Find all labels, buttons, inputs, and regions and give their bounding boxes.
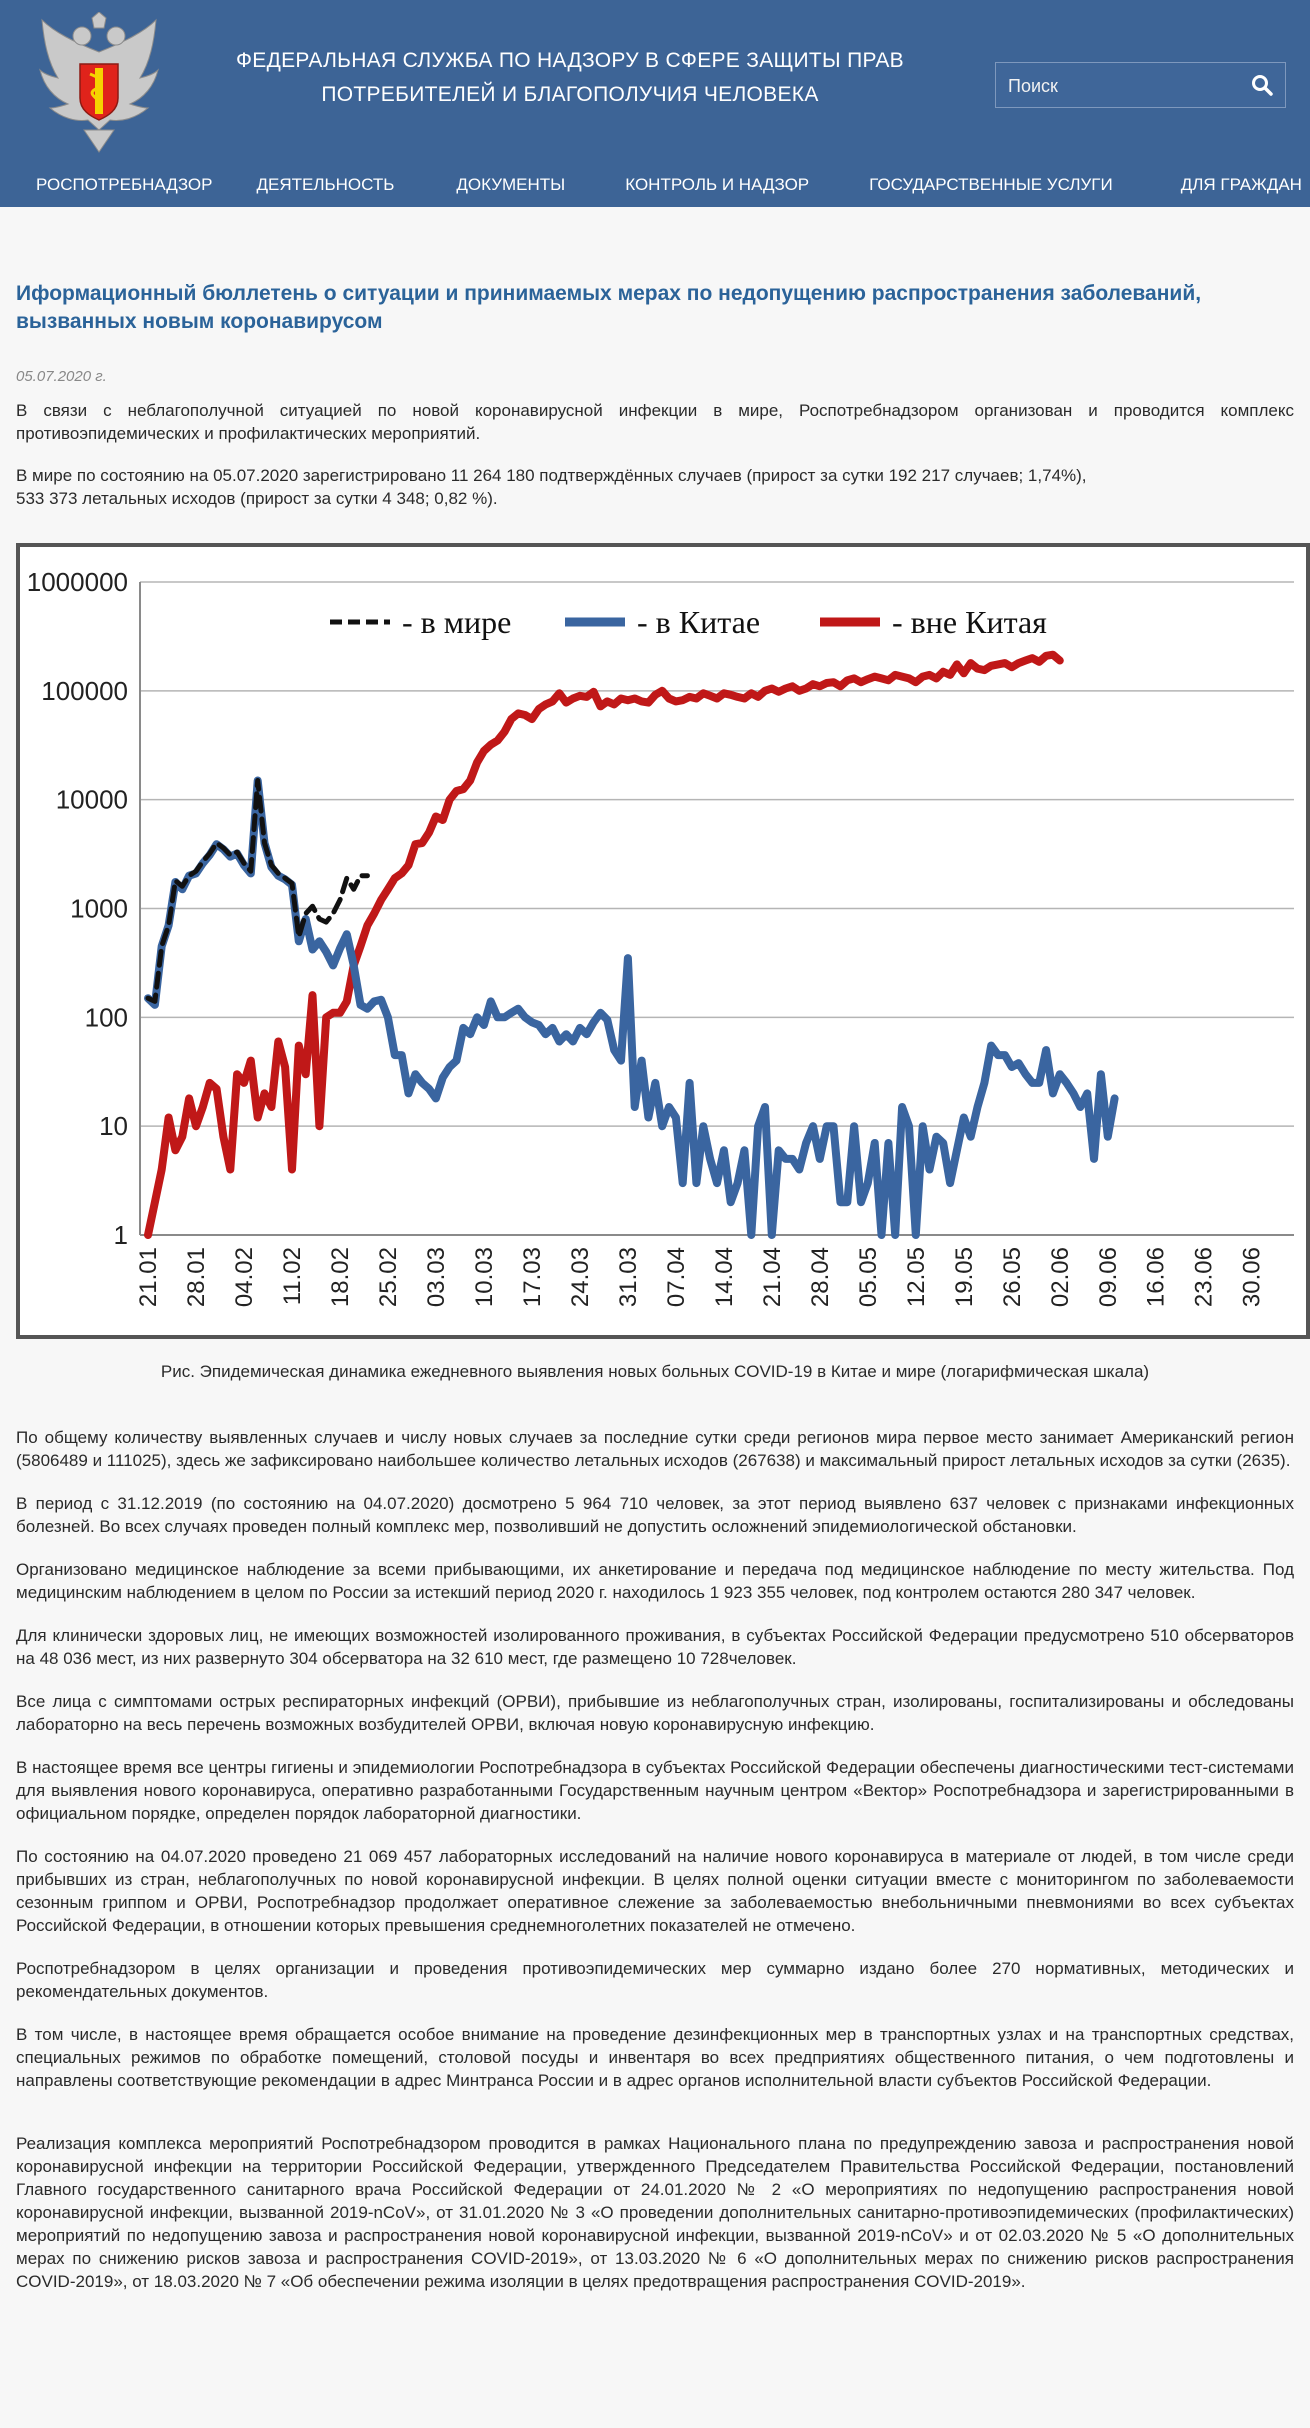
x-tick-label: 16.06	[1143, 1247, 1170, 1307]
x-tick-label: 11.02	[279, 1247, 306, 1305]
body-paragraph: В настоящее время все центры гигиены и э…	[16, 1758, 1294, 1823]
x-tick-label: 17.03	[519, 1247, 546, 1307]
search-input[interactable]	[1006, 63, 1240, 109]
nav-item-activity[interactable]: ДЕЯТЕЛЬНОСТЬ	[256, 175, 395, 194]
article-body: По общему количеству выявленных случаев …	[16, 1426, 1294, 2313]
figure-caption: Рис. Эпидемическая динамика ежедневного …	[160, 1362, 1150, 1381]
body-paragraph: Организовано медицинское наблюдение за в…	[16, 1560, 1294, 1602]
legend-label: - в Китае	[637, 604, 760, 640]
body-paragraph: В том числе, в настоящее время обращаетс…	[16, 2025, 1294, 2090]
x-tick-label: 21.01	[135, 1247, 162, 1307]
x-tick-label: 31.03	[615, 1247, 642, 1307]
emblem-logo[interactable]	[34, 12, 164, 154]
article-header: Иформационный бюллетень о ситуации и при…	[16, 280, 1294, 510]
world-stats-line1: В мире по состоянию на 05.07.2020 зареги…	[16, 466, 1087, 485]
x-tick-label: 19.05	[951, 1247, 978, 1307]
x-tick-label: 21.04	[759, 1247, 786, 1307]
y-tick-label: 10000	[56, 785, 128, 815]
body-paragraph: Роспотребнадзором в целях организации и …	[16, 1959, 1294, 2001]
x-tick-label: 10.03	[471, 1247, 498, 1307]
y-tick-label: 100	[85, 1002, 128, 1032]
y-tick-label: 10	[99, 1111, 128, 1141]
x-tick-label: 04.02	[231, 1247, 258, 1307]
x-tick-label: 25.02	[375, 1247, 402, 1307]
intro-paragraph: В связи с неблагополучной ситуацией по н…	[16, 401, 1294, 443]
x-tick-label: 02.06	[1047, 1247, 1074, 1307]
nav-item-services[interactable]: ГОСУДАРСТВЕННЫЕ УСЛУГИ	[869, 175, 1113, 194]
nav-item-control[interactable]: КОНТРОЛЬ И НАДЗОР	[625, 175, 810, 194]
x-tick-label: 03.03	[423, 1247, 450, 1307]
body-paragraph: По состоянию на 04.07.2020 проведено 21 …	[16, 1847, 1294, 1935]
search-box	[995, 62, 1286, 109]
body-paragraph: В период с 31.12.2019 (по состоянию на 0…	[16, 1494, 1294, 1536]
body-paragraph: По общему количеству выявленных случаев …	[16, 1428, 1294, 1470]
y-tick-label: 100000	[41, 676, 128, 706]
y-tick-label: 1000000	[27, 567, 128, 597]
search-icon[interactable]	[1251, 74, 1273, 96]
series-line-0	[145, 778, 370, 1004]
agency-title-line1: ФЕДЕРАЛЬНАЯ СЛУЖБА ПО НАДЗОРУ В СФЕРЕ ЗА…	[236, 49, 904, 72]
nav-item-rospotrebnadzor[interactable]: РОСПОТРЕБНАДЗОР	[36, 175, 213, 194]
epidemic-chart: 1 10 100 1000 10000 100000 1000000 21.01 28.01 04…	[16, 543, 1310, 1339]
world-stats-paragraph: В мире по состоянию на 05.07.2020 зареги…	[16, 464, 1294, 510]
x-tick-label: 14.04	[711, 1247, 738, 1307]
body-paragraph: Реализация комплекса мероприятий Роспотр…	[16, 2134, 1294, 2291]
x-tick-label: 28.01	[183, 1247, 210, 1307]
x-tick-label: 18.02	[327, 1247, 354, 1307]
article-title: Иформационный бюллетень о ситуации и при…	[16, 282, 1202, 333]
agency-title: ФЕДЕРАЛЬНАЯ СЛУЖБА ПО НАДЗОРУ В СФЕРЕ ЗА…	[230, 44, 910, 112]
x-tick-label: 28.04	[807, 1247, 834, 1307]
x-tick-label: 30.06	[1239, 1247, 1266, 1307]
x-tick-label: 12.05	[903, 1247, 930, 1307]
body-paragraph: Все лица с симптомами острых респираторн…	[16, 1692, 1294, 1734]
y-tick-label: 1000	[70, 894, 128, 924]
series-line-2	[144, 650, 1064, 1239]
legend-label: - вне Китая	[892, 604, 1047, 640]
x-tick-label: 24.03	[567, 1247, 594, 1307]
x-tick-label: 07.04	[663, 1247, 690, 1307]
nav-item-citizens[interactable]: ДЛЯ ГРАЖДАН	[1180, 175, 1302, 194]
agency-title-line2: ПОТРЕБИТЕЛЕЙ И БЛАГОПОЛУЧИЯ ЧЕЛОВЕКА	[321, 83, 819, 106]
nav-item-documents[interactable]: ДОКУМЕНТЫ	[456, 175, 566, 194]
legend-label: - в мире	[402, 604, 511, 640]
x-tick-label: 05.05	[855, 1247, 882, 1307]
chart-svg: 1 10 100 1000 10000 100000 1000000 21.01 28.01 04…	[27, 567, 1294, 1307]
site-header: ФЕДЕРАЛЬНАЯ СЛУЖБА ПО НАДЗОРУ В СФЕРЕ ЗА…	[0, 0, 1310, 207]
x-tick-label: 09.06	[1095, 1247, 1122, 1307]
article-date: 05.07.2020 г.	[16, 368, 107, 385]
series-line-1	[144, 776, 1119, 1239]
body-paragraph: Для клинически здоровых лиц, не имеющих …	[16, 1626, 1294, 1668]
main-nav: РОСПОТРЕБНАДЗОР ДЕЯТЕЛЬНОСТЬ ДОКУМЕНТЫ К…	[0, 165, 1310, 205]
y-tick-label: 1	[114, 1220, 128, 1250]
world-stats-line2: 533 373 летальных исходов (прирост за су…	[16, 489, 498, 508]
x-tick-label: 23.06	[1191, 1247, 1218, 1307]
x-tick-label: 26.05	[999, 1247, 1026, 1307]
